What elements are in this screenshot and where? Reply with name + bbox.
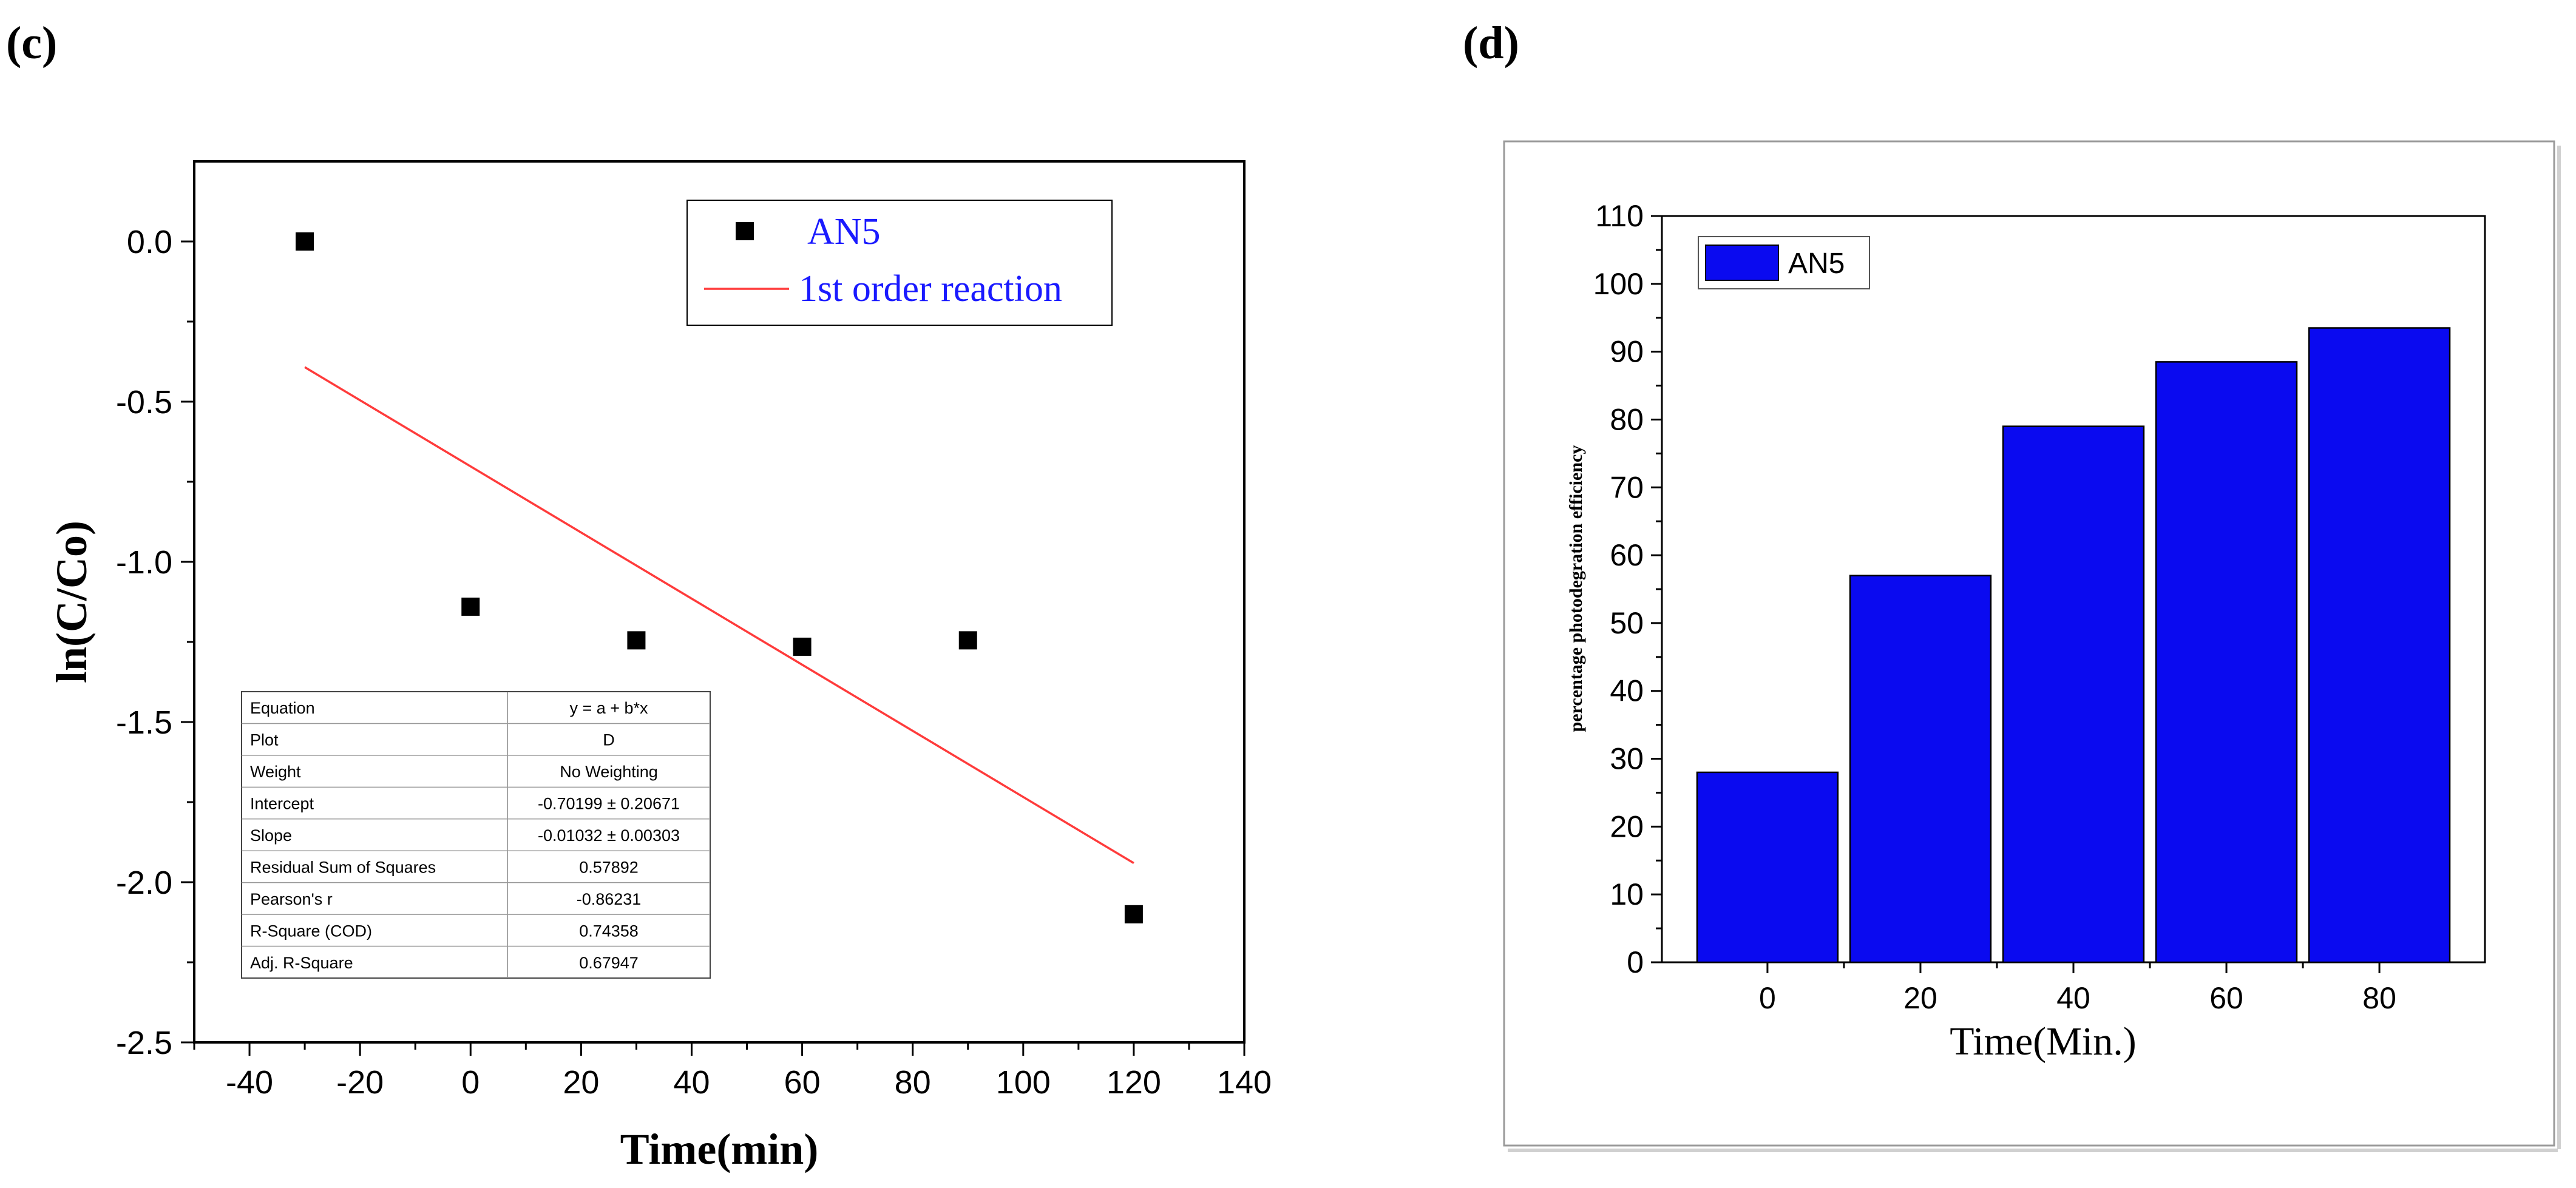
fit-table-value: No Weighting bbox=[560, 763, 658, 781]
legend-swatch-an5 bbox=[1705, 245, 1779, 281]
y-tick-label: 90 bbox=[1610, 335, 1644, 369]
x-tick-label: 40 bbox=[2056, 981, 2090, 1015]
x-tick-label: -20 bbox=[336, 1064, 384, 1101]
fit-table-value: -0.86231 bbox=[577, 890, 642, 908]
data-point bbox=[296, 232, 314, 251]
y-axis-title-d: percentage photodegration efficiency bbox=[1566, 445, 1586, 732]
y-axis-title-c: ln(C/Co) bbox=[47, 521, 96, 683]
y-tick-label: 60 bbox=[1610, 538, 1644, 572]
bars-an5 bbox=[1696, 327, 2451, 964]
y-tick-label: 10 bbox=[1610, 877, 1644, 911]
fit-table-value: D bbox=[603, 731, 615, 749]
fit-table-key: Pearson's r bbox=[250, 890, 333, 908]
y-tick-label: 50 bbox=[1610, 606, 1644, 640]
x-tick-label: 0 bbox=[1759, 981, 1776, 1015]
x-tick-label: 60 bbox=[2209, 981, 2243, 1015]
legend-label-an5: AN5 bbox=[807, 211, 881, 252]
y-tick-label: 40 bbox=[1610, 674, 1644, 708]
x-tick-label: 80 bbox=[895, 1064, 931, 1101]
x-tick-label: 0 bbox=[461, 1064, 480, 1101]
y-tick-label: -1.0 bbox=[116, 544, 172, 581]
y-tick-label: 80 bbox=[1610, 402, 1644, 436]
legend-marker-an5 bbox=[736, 222, 754, 240]
fit-table-key: Plot bbox=[250, 731, 279, 749]
fit-table-value: -0.01032 ± 0.00303 bbox=[538, 826, 680, 845]
data-points-an5 bbox=[296, 232, 1143, 923]
y-ticks-d: 0 10 20 30 40 50 60 70 80 90 100 110 bbox=[1593, 199, 1662, 979]
fit-table-key: Intercept bbox=[250, 795, 314, 813]
y-tick-label: 30 bbox=[1610, 742, 1644, 776]
y-tick-label: 70 bbox=[1610, 470, 1644, 504]
x-tick-label: 140 bbox=[1217, 1064, 1272, 1101]
bar bbox=[1696, 771, 1839, 964]
y-tick-label: -0.5 bbox=[116, 384, 172, 420]
fit-table-value: 0.74358 bbox=[579, 922, 639, 940]
x-tick-label: 20 bbox=[1903, 981, 1937, 1015]
y-tick-label: 100 bbox=[1593, 267, 1644, 301]
data-point bbox=[627, 631, 646, 650]
fit-table-key: R-Square (COD) bbox=[250, 922, 372, 940]
legend-label-fit: 1st order reaction bbox=[799, 268, 1062, 309]
fit-table-value: y = a + b*x bbox=[569, 699, 648, 717]
x-tick-label: 120 bbox=[1107, 1064, 1161, 1101]
x-tick-label: 100 bbox=[996, 1064, 1051, 1101]
x-tick-label: 80 bbox=[2362, 981, 2396, 1015]
fit-line bbox=[304, 366, 1134, 865]
fit-table-value: -0.70199 ± 0.20671 bbox=[538, 795, 680, 813]
fit-table-key: Equation bbox=[250, 699, 315, 717]
legend-d: AN5 bbox=[1698, 236, 1870, 289]
fit-table-value: 0.67947 bbox=[579, 954, 639, 972]
fit-table-key: Weight bbox=[250, 763, 301, 781]
fit-table-key: Adj. R-Square bbox=[250, 954, 353, 972]
data-point bbox=[958, 631, 977, 650]
x-ticks-c: -40 -20 0 20 40 60 80 100 120 140 bbox=[193, 1042, 1272, 1101]
x-tick-label: 40 bbox=[673, 1064, 710, 1101]
fit-table-border bbox=[241, 691, 711, 979]
y-tick-label: 0.0 bbox=[127, 224, 172, 260]
y-tick-label: -1.5 bbox=[116, 704, 172, 741]
x-axis-title-c: Time(min) bbox=[620, 1125, 819, 1173]
y-tick-label: 20 bbox=[1610, 809, 1644, 843]
data-point bbox=[461, 597, 480, 616]
bar bbox=[2155, 361, 2298, 964]
legend-label-an5-d: AN5 bbox=[1788, 248, 1845, 280]
chart-c: 0.0 -0.5 -1.0 -1.5 -2.0 -2.5 -40 -20 0 20 40 60 80 1… bbox=[47, 160, 1272, 1173]
panel-d-label: (d) bbox=[1463, 18, 1519, 69]
bar bbox=[2002, 425, 2145, 964]
x-tick-label: -40 bbox=[226, 1064, 273, 1101]
legend-box-c bbox=[686, 200, 1113, 326]
y-ticks-c: 0.0 -0.5 -1.0 -1.5 -2.0 -2.5 bbox=[116, 224, 194, 1061]
legend-c: AN5 1st order reaction bbox=[686, 200, 1113, 326]
x-axis-title-d: Time(Min.) bbox=[1950, 1019, 2136, 1064]
fit-table-value: 0.57892 bbox=[579, 858, 639, 876]
bar bbox=[1849, 575, 1992, 964]
x-tick-label: 20 bbox=[563, 1064, 599, 1101]
y-tick-label: -2.5 bbox=[116, 1025, 172, 1061]
fit-table-key: Slope bbox=[250, 826, 292, 845]
y-tick-label: 0 bbox=[1627, 945, 1644, 979]
y-tick-label: -2.0 bbox=[116, 865, 172, 901]
fit-table-key: Residual Sum of Squares bbox=[250, 858, 436, 876]
data-point bbox=[1124, 905, 1143, 923]
x-ticks-d: 0 20 40 60 80 bbox=[1759, 962, 2396, 1015]
x-tick-label: 60 bbox=[784, 1064, 821, 1101]
bar bbox=[2308, 327, 2451, 964]
y-tick-label: 110 bbox=[1595, 199, 1644, 233]
fit-table: Equation y = a + b*x Plot D Weight No Weighti… bbox=[241, 691, 711, 979]
data-point bbox=[793, 637, 812, 656]
panel-c-label: (c) bbox=[6, 18, 57, 69]
